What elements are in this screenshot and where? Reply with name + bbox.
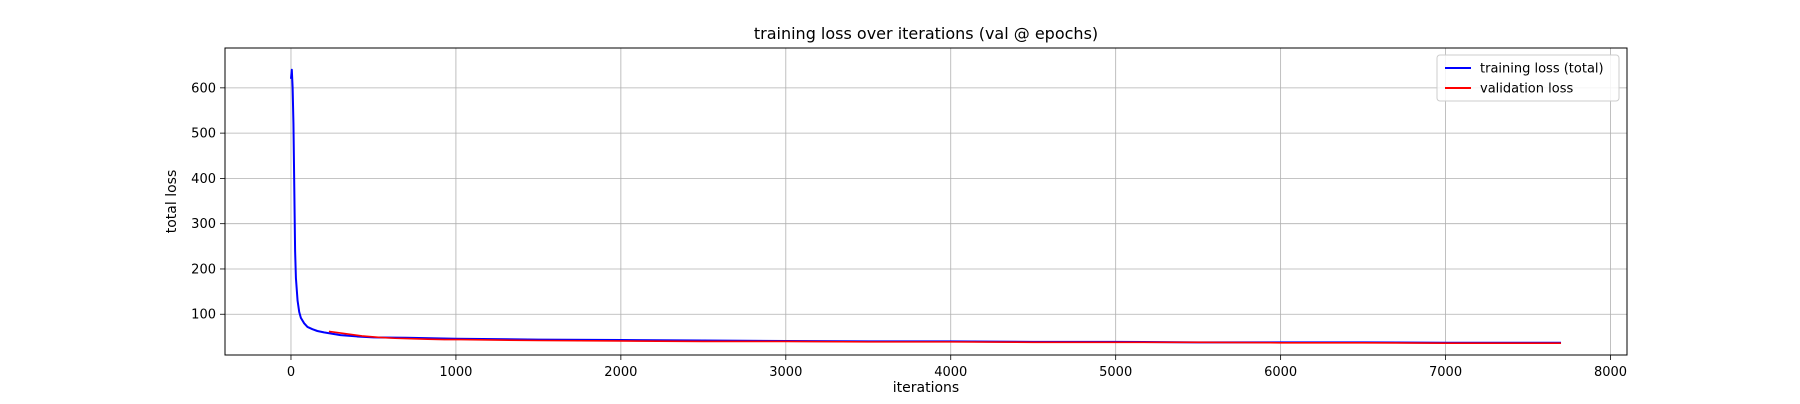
legend-label-validation-loss: validation loss	[1480, 82, 1573, 97]
axis-ticks: 0 1000 2000 3000 4000 5000 6000 7000 8000 100 200 3…	[191, 81, 1627, 380]
y-axis-label: total loss	[164, 170, 180, 234]
y-tick-label: 600	[191, 81, 216, 96]
x-tick-label: 3000	[769, 365, 802, 380]
legend-box	[1436, 54, 1620, 102]
grid	[225, 48, 1627, 355]
series-line-training-loss	[289, 68, 1562, 344]
x-tick-label: 5000	[1099, 365, 1132, 380]
series-line-validation-loss	[328, 330, 1562, 345]
series-lines	[289, 68, 1562, 345]
x-tick-label: 0	[287, 365, 295, 380]
x-tick-label: 4000	[934, 365, 967, 380]
x-tick-label: 6000	[1264, 365, 1297, 380]
x-tick-label: 7000	[1429, 365, 1462, 380]
x-axis-label: iterations	[893, 380, 959, 396]
x-tick-label: 8000	[1594, 365, 1627, 380]
y-tick-label: 400	[191, 172, 216, 187]
chart-title: training loss over iterations (val @ epo…	[754, 24, 1098, 43]
x-tick-label: 1000	[439, 365, 472, 380]
y-tick-label: 100	[191, 308, 216, 323]
x-tick-label: 2000	[604, 365, 637, 380]
y-tick-label: 200	[191, 262, 216, 277]
legend-label-training-loss: training loss (total)	[1480, 62, 1604, 77]
plot-frame	[224, 47, 1628, 356]
y-tick-label: 300	[191, 217, 216, 232]
y-tick-label: 500	[191, 127, 216, 142]
legend: training loss (total) validation loss	[1436, 54, 1620, 102]
